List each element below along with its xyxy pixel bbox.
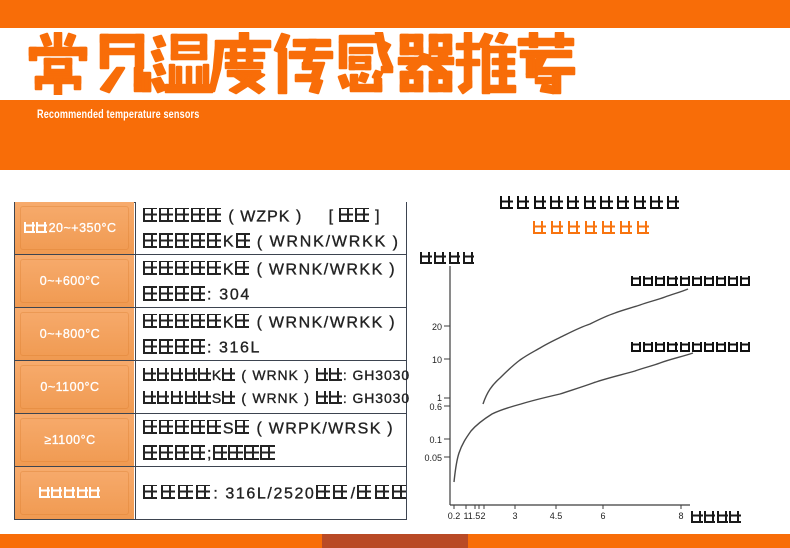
svg-text:2: 2 [480,511,485,521]
svg-text:6: 6 [600,511,605,521]
svg-text:1: 1 [437,393,442,403]
svg-text:3: 3 [512,511,517,521]
svg-text:8: 8 [678,511,683,521]
svg-text:1.5: 1.5 [468,511,481,521]
svg-text:10: 10 [432,355,442,365]
svg-text:0.6: 0.6 [429,402,442,412]
svg-text:0.05: 0.05 [424,453,442,463]
svg-text:20: 20 [432,322,442,332]
svg-text:0.1: 0.1 [429,435,442,445]
svg-text:1: 1 [463,511,468,521]
svg-text:4.5: 4.5 [550,511,563,521]
svg-text:0.2: 0.2 [448,511,461,521]
